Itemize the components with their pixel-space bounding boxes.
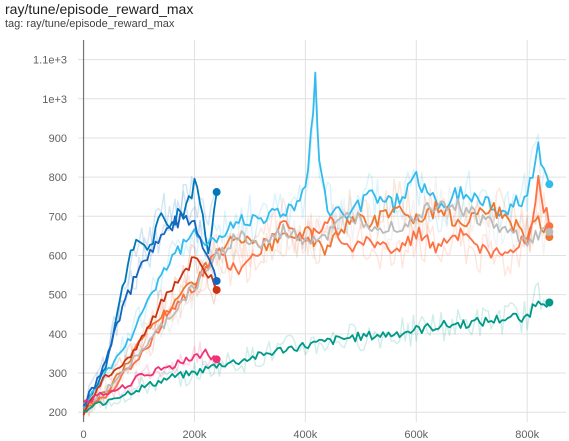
series-line-run-4[interactable] [82, 174, 551, 411]
x-tick-label: 200k [183, 429, 207, 441]
x-tick-label: 600k [404, 429, 428, 441]
series-raw-run-3 [83, 178, 551, 417]
y-tick-labels: 200 300 400 500 600 700 800 900 1e+3 1.1e+3 [33, 55, 67, 420]
x-tick-label: 800k [515, 429, 539, 441]
series-line-run-6[interactable] [82, 256, 218, 416]
series-line-run-2[interactable] [82, 71, 551, 410]
y-tick-label: 700 [49, 211, 67, 223]
y-tick-label: 200 [49, 407, 67, 419]
series-line-run-5[interactable] [83, 198, 551, 406]
series-line-run-9[interactable] [83, 300, 551, 413]
series-lines [82, 71, 551, 416]
series-line-run-3[interactable] [82, 200, 551, 412]
x-tick-label: 0 [80, 429, 86, 441]
series-end-marker-run-1[interactable] [212, 188, 221, 197]
series-end-markers [212, 180, 554, 364]
series-line-run-1[interactable] [83, 177, 218, 408]
series-raw-run-5 [82, 176, 551, 416]
y-tick-label: 800 [49, 172, 67, 184]
series-end-marker-run-5[interactable] [545, 227, 554, 236]
series-line-run-7[interactable] [82, 211, 218, 407]
series-line-run-8[interactable] [82, 348, 218, 404]
y-tick-label: 300 [49, 368, 67, 380]
series-end-marker-run-7[interactable] [212, 276, 221, 285]
y-tick-label: 1.1e+3 [33, 55, 67, 67]
x-tick-labels: 0 200k 400k 600k 800k [80, 429, 539, 441]
x-tick-label: 400k [293, 429, 317, 441]
y-tick-label: 400 [49, 329, 67, 341]
series-end-marker-run-9[interactable] [545, 298, 554, 307]
series-raw-run-4 [82, 182, 550, 417]
y-tick-label: 900 [49, 133, 67, 145]
series-end-marker-run-2[interactable] [545, 180, 554, 189]
chart-title: ray/tune/episode_reward_max [5, 1, 194, 17]
series-raw-run-6 [82, 243, 218, 413]
y-tick-label: 1e+3 [42, 94, 67, 106]
series-end-marker-run-8[interactable] [212, 355, 221, 364]
series-end-marker-run-6[interactable] [212, 285, 221, 294]
series-raw-run-9 [82, 282, 550, 419]
y-tick-label: 500 [49, 290, 67, 302]
series-end-marker-run-4[interactable] [545, 222, 554, 231]
y-tick-label: 600 [49, 250, 67, 262]
chart-tag: tag: ray/tune/episode_reward_max [5, 18, 175, 30]
